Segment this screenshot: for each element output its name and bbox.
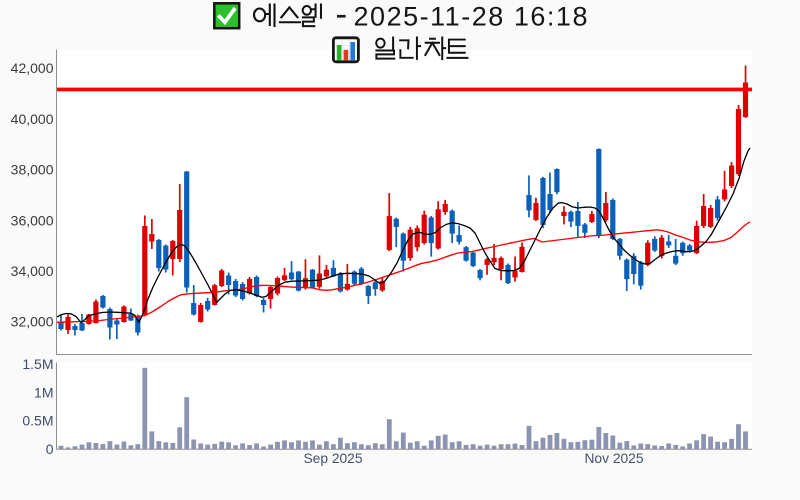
svg-text:38,000: 38,000 [11,162,54,178]
svg-text:40,000: 40,000 [11,111,54,127]
svg-text:34,000: 34,000 [11,263,54,279]
svg-text:32,000: 32,000 [11,314,54,330]
svg-text:1M: 1M [34,385,53,401]
svg-text:0: 0 [46,441,54,457]
svg-text:42,000: 42,000 [11,60,54,76]
svg-text:36,000: 36,000 [11,212,54,228]
svg-text:Nov 2025: Nov 2025 [584,451,643,466]
svg-text:Sep 2025: Sep 2025 [303,451,362,466]
svg-text:1.5M: 1.5M [22,356,53,372]
svg-text:0.5M: 0.5M [22,412,53,428]
